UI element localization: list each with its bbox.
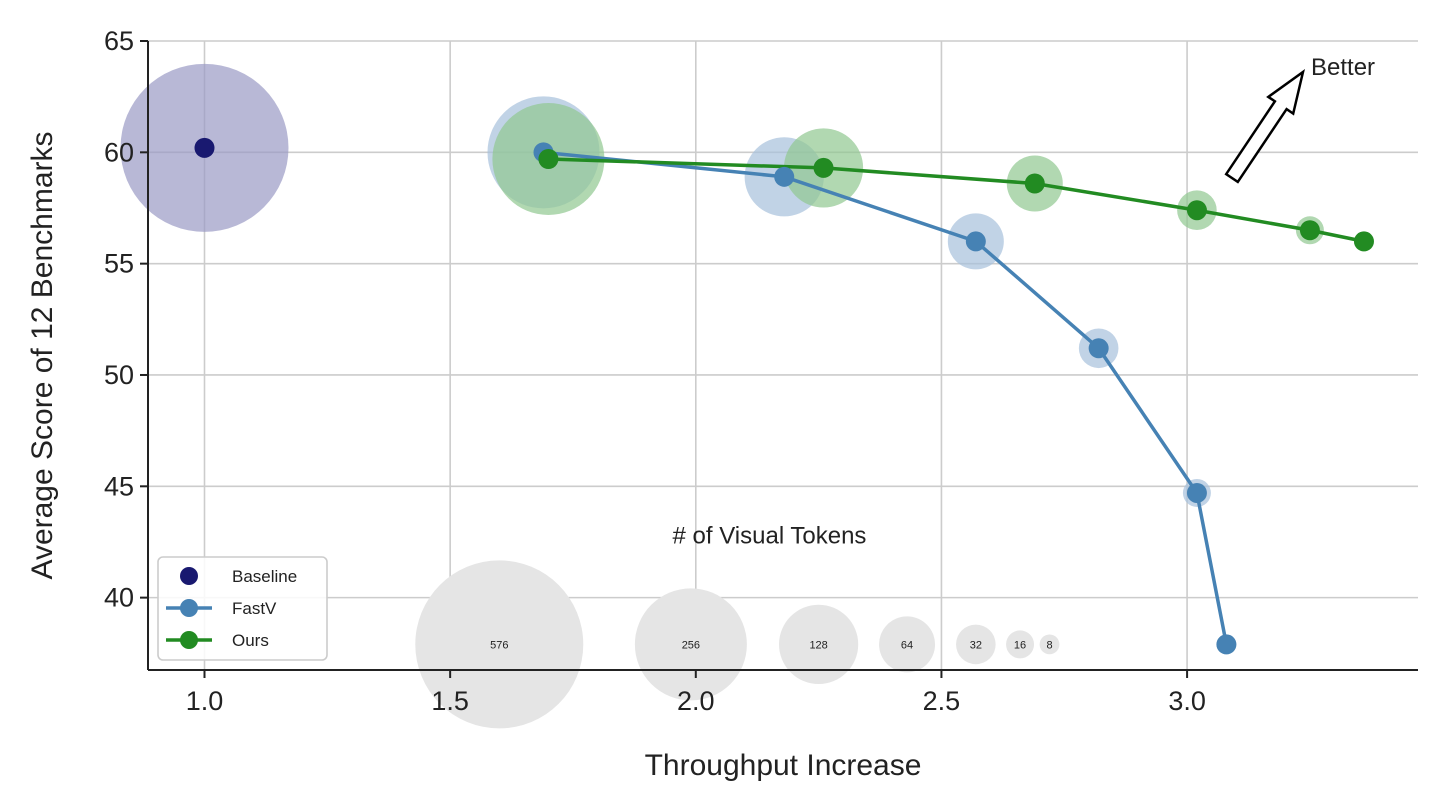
y-tick-label: 45	[104, 471, 134, 501]
size-legend-bubble	[879, 616, 936, 673]
size-legend-title: # of Visual Tokens	[673, 522, 867, 549]
series-points	[194, 137, 1374, 655]
axes: 1.0 1.5 2.0 2.5 3.0 40 45 50 55 60 65 Throughput …	[26, 26, 1418, 782]
better-annotation: Better	[1224, 54, 1375, 184]
y-tick-label: 55	[104, 249, 134, 279]
size-legend-label: 32	[970, 639, 982, 651]
x-tick-label: 2.5	[923, 686, 961, 716]
size-legend-bubble	[634, 588, 747, 701]
data-point	[194, 137, 215, 158]
y-ticks: 40 45 50 55 60 65	[104, 26, 148, 613]
legend-marker	[180, 599, 198, 617]
legend: Baseline FastV Ours	[157, 556, 328, 661]
size-legend-label: 256	[682, 639, 700, 651]
size-legend-bubble	[415, 560, 584, 729]
data-point	[965, 231, 986, 252]
size-legend: # of Visual Tokens 576 256 128 64 32 16 8	[415, 522, 1060, 729]
data-point	[774, 166, 795, 187]
x-tick-label: 3.0	[1168, 686, 1206, 716]
size-legend-bubble	[956, 624, 996, 665]
y-axis-title: Average Score of 12 Benchmarks	[26, 131, 59, 579]
y-tick-label: 40	[104, 583, 134, 613]
y-tick-label: 50	[104, 360, 134, 390]
size-legend-label: 128	[809, 639, 827, 651]
size-legend-bubble	[779, 604, 859, 684]
data-point	[1024, 173, 1045, 194]
y-tick-label: 65	[104, 26, 134, 56]
better-label: Better	[1311, 54, 1375, 81]
x-tick-label: 1.5	[431, 686, 469, 716]
data-point	[538, 149, 559, 170]
x-tick-label: 1.0	[186, 686, 224, 716]
legend-label: FastV	[232, 599, 277, 618]
legend-label: Ours	[232, 631, 269, 650]
size-legend-label: 8	[1046, 639, 1052, 651]
size-legend-bubble	[1039, 634, 1060, 655]
y-tick-label: 60	[104, 137, 134, 167]
size-legend-bubble	[1006, 630, 1035, 659]
data-point	[1299, 220, 1320, 241]
data-point	[1088, 338, 1109, 359]
legend-box	[157, 556, 328, 661]
size-legend-label: 16	[1014, 639, 1026, 651]
size-legend-label: 576	[490, 639, 508, 651]
x-ticks: 1.0 1.5 2.0 2.5 3.0	[186, 670, 1206, 716]
legend-label: Baseline	[232, 567, 297, 586]
x-axis-title: Throughput Increase	[645, 749, 922, 782]
series-line	[543, 150, 1229, 645]
data-point	[1186, 200, 1207, 221]
size-legend-label: 64	[901, 639, 913, 651]
arrow-icon	[1224, 69, 1305, 184]
data-point	[1216, 634, 1237, 655]
x-tick-label: 2.0	[677, 686, 715, 716]
legend-marker	[180, 631, 198, 649]
data-point	[813, 157, 834, 178]
legend-marker	[180, 567, 198, 585]
data-point	[1186, 482, 1207, 503]
grid	[148, 40, 1418, 670]
data-point	[1353, 231, 1374, 252]
